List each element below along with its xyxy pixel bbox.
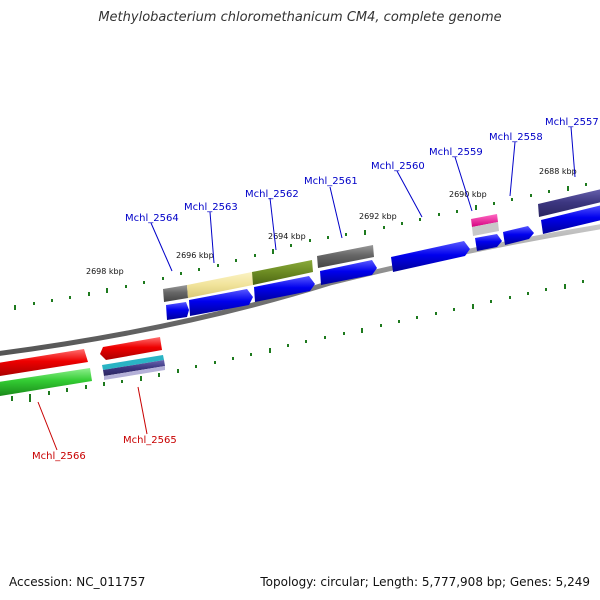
gene-block-cyan-2565[interactable] (102, 355, 164, 370)
gene-label-2558[interactable]: Mchl_2558 (489, 132, 543, 143)
gene-label-2560[interactable]: Mchl_2560 (371, 161, 425, 172)
gene-arrow-2563[interactable] (189, 289, 253, 316)
gene-arrow-2559[interactable] (475, 234, 502, 251)
gene-label-2564[interactable]: Mchl_2564 (125, 213, 179, 224)
gene-track-strand-forward (166, 204, 600, 320)
gene-block-light-2559 (472, 222, 499, 236)
gene-arrow-2561[interactable] (320, 260, 377, 285)
gene-arrow-2558[interactable] (503, 226, 534, 245)
gene-arrow-2562[interactable] (254, 276, 315, 302)
gene-label-2566[interactable]: Mchl_2566 (32, 451, 86, 462)
gene-track-reverse (0, 337, 165, 396)
genome-stats-text: Topology: circular; Length: 5,777,908 bp… (260, 575, 590, 589)
gene-label-2563[interactable]: Mchl_2563 (184, 202, 238, 213)
gene-arrow-2560[interactable] (391, 241, 470, 272)
gene-arrow-2557[interactable] (541, 204, 600, 234)
gene-block-green-2566[interactable] (0, 368, 92, 396)
tick-label-2698: 2698 kbp (86, 267, 124, 276)
accession-text: Accession: NC_011757 (9, 575, 146, 589)
gene-block-gray-2561[interactable] (317, 245, 374, 268)
gene-block-olive-2562[interactable] (252, 260, 313, 285)
tick-label-2688: 2688 kbp (539, 167, 577, 176)
gene-block-gray-2564[interactable] (163, 285, 188, 302)
gene-block-navy-2557[interactable] (538, 188, 600, 217)
gene-arrow-red-2565[interactable] (100, 337, 162, 360)
gene-block-pink-2559[interactable] (471, 214, 498, 227)
tick-label-2696: 2696 kbp (176, 251, 214, 260)
tick-label-2690: 2690 kbp (449, 190, 487, 199)
gene-track-cog-forward (163, 188, 600, 302)
label-leaders-top (150, 126, 576, 272)
label-leaders-bottom (37, 386, 148, 451)
gene-label-2557[interactable]: Mchl_2557 (545, 117, 599, 128)
gene-arrow-red-2566[interactable] (0, 349, 88, 376)
gene-label-2559[interactable]: Mchl_2559 (429, 147, 483, 158)
gene-block-navy-2565[interactable] (103, 360, 165, 376)
tick-label-2694: 2694 kbp (268, 232, 306, 241)
tick-label-2692: 2692 kbp (359, 212, 397, 221)
gene-label-2565[interactable]: Mchl_2565 (123, 435, 177, 446)
gene-block-lavender-2565 (104, 366, 165, 380)
gene-label-2562[interactable]: Mchl_2562 (245, 189, 299, 200)
gene-block-yellow-2563[interactable] (187, 272, 253, 298)
tick-marks-top (14, 183, 587, 310)
gene-arrow-2564[interactable] (166, 302, 189, 320)
tick-marks-bottom (11, 280, 584, 402)
map-title: Methylobacterium chloromethanicum CM4, c… (98, 10, 502, 25)
gene-label-2561[interactable]: Mchl_2561 (304, 176, 358, 187)
